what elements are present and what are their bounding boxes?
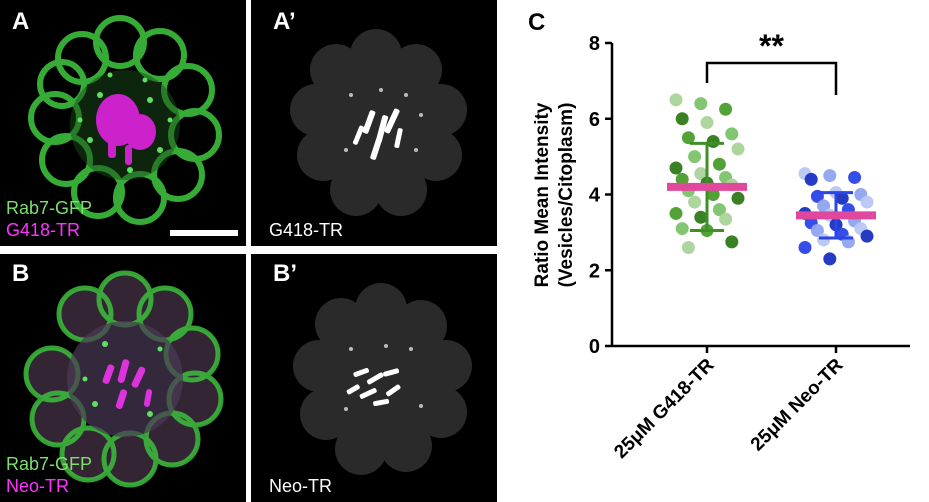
data-point bbox=[731, 191, 745, 205]
data-point bbox=[675, 222, 689, 236]
data-point bbox=[712, 157, 726, 171]
panel-letter-a-prime: A’ bbox=[273, 8, 296, 35]
data-point bbox=[675, 112, 689, 126]
data-point bbox=[681, 241, 695, 255]
panel-a-prime-micrograph: A’ G418-TR bbox=[251, 0, 497, 246]
y-tick-label: 2 bbox=[589, 260, 600, 282]
data-point bbox=[694, 167, 708, 181]
data-point bbox=[669, 161, 683, 175]
y-axis-label-line1: Ratio Mean Intensity bbox=[532, 102, 553, 287]
data-point bbox=[817, 199, 831, 213]
scale-bar bbox=[170, 230, 238, 236]
data-point bbox=[823, 169, 837, 183]
data-point bbox=[810, 223, 824, 237]
panel-letter-b: B bbox=[12, 260, 30, 287]
data-point bbox=[719, 102, 733, 116]
panel-letter-c: C bbox=[528, 9, 545, 36]
x-tick-label: 25μM Neo-TR bbox=[747, 354, 848, 455]
data-point bbox=[700, 116, 714, 130]
data-point bbox=[681, 131, 695, 145]
y-tick-label: 6 bbox=[589, 109, 600, 131]
data-point bbox=[688, 195, 702, 209]
legend-rab7-gfp-b: Rab7-GFP bbox=[6, 454, 93, 474]
data-point bbox=[694, 97, 708, 111]
data-point bbox=[706, 188, 720, 201]
data-point bbox=[835, 191, 849, 205]
legend-g418-tr-gray: G418-TR bbox=[269, 220, 344, 240]
data-point bbox=[725, 127, 739, 141]
data-point bbox=[669, 206, 683, 220]
data-point bbox=[719, 212, 733, 226]
rab7-neo-merge-image bbox=[23, 270, 224, 488]
panel-a-micrograph: A Rab7-GFP G418-TR bbox=[0, 0, 246, 246]
data-point bbox=[860, 229, 874, 243]
rab7-g418-merge-image bbox=[28, 15, 238, 236]
panel-letter-b-prime: B’ bbox=[273, 260, 297, 287]
data-point bbox=[706, 134, 720, 148]
y-tick-label: 0 bbox=[589, 336, 600, 358]
significance-stars: ** bbox=[759, 28, 784, 64]
legend-rab7-gfp: Rab7-GFP bbox=[6, 198, 93, 218]
data-point bbox=[712, 203, 726, 217]
legend-neo-tr: Neo-TR bbox=[6, 476, 70, 496]
data-point bbox=[725, 235, 739, 249]
data-point bbox=[675, 172, 689, 186]
panel-b-micrograph: B Rab7-GFP Neo-TR bbox=[0, 254, 246, 502]
data-point bbox=[860, 195, 874, 209]
g418-channel-image bbox=[290, 29, 467, 216]
data-point bbox=[731, 142, 745, 156]
neo-channel-image bbox=[293, 283, 472, 475]
x-tick-label: 25μM G418-TR bbox=[610, 354, 718, 462]
y-tick-label: 8 bbox=[589, 33, 600, 55]
data-point bbox=[669, 93, 683, 107]
panel-b-prime-micrograph: B’ Neo-TR bbox=[251, 254, 497, 502]
data-point bbox=[848, 170, 862, 184]
y-axis-label-line2: (Vesicles/Citoplasm) bbox=[556, 103, 577, 288]
legend-neo-tr-gray: Neo-TR bbox=[269, 476, 333, 496]
data-point bbox=[804, 172, 818, 186]
legend-g418-tr: G418-TR bbox=[6, 220, 81, 240]
intensity-ratio-chart: C Ratio Mean Intensity (Vesicles/Citopla… bbox=[528, 9, 910, 463]
data-point bbox=[823, 252, 837, 266]
data-point bbox=[688, 150, 702, 164]
y-tick-label: 4 bbox=[589, 185, 601, 207]
panel-letter-a: A bbox=[12, 8, 30, 35]
data-point bbox=[798, 241, 812, 255]
data-point bbox=[817, 233, 831, 247]
significance-bracket bbox=[705, 61, 838, 95]
data-point bbox=[694, 210, 708, 224]
